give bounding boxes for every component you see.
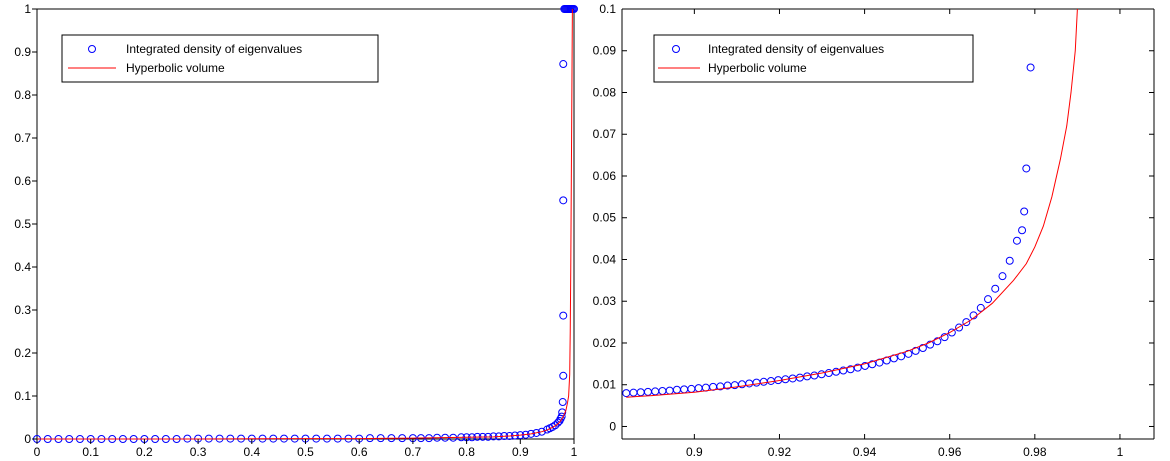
eigenvalue-point <box>911 346 920 355</box>
y-tick-label: 0.07 <box>593 127 617 141</box>
x-tick-label: 0.4 <box>243 445 260 459</box>
x-tick-label: 0.6 <box>351 445 368 459</box>
eigenvalue-point <box>918 343 927 352</box>
axes-frame <box>621 8 1155 440</box>
eigenvalue-point <box>853 363 862 372</box>
legend: Integrated density of eigenvalues Hyperb… <box>61 34 379 83</box>
legend-marker-eigenvalues <box>88 45 96 53</box>
chart-right: 0.9 0.92 0.94 0.96 0.98 1 0 0.01 0.02 0.03 0.04 0.0… <box>593 2 1155 459</box>
eigenvalue-point <box>1020 207 1029 216</box>
legend-label-hyperbolic: Hyperbolic volume <box>126 61 225 75</box>
eigenvalue-point <box>1026 63 1035 72</box>
y-tick-label: 0.7 <box>14 131 31 145</box>
x-tick-label: 0.9 <box>512 445 529 459</box>
x-tick-label: 1 <box>571 445 578 459</box>
y-tick-label: 0.1 <box>599 2 616 16</box>
y-tick-label: 0.05 <box>593 211 617 225</box>
series-marks <box>33 5 578 443</box>
y-tick-label: 0.03 <box>593 294 617 308</box>
eigenvalue-point <box>976 303 985 312</box>
eigenvalue-point <box>1022 164 1031 173</box>
y-tick-label: 0.2 <box>14 346 31 360</box>
x-tick-label: 0.94 <box>853 445 877 459</box>
y-tick-label: 0.02 <box>593 336 617 350</box>
eigenvalue-point <box>537 427 546 436</box>
eigenvalue-point <box>1012 236 1021 245</box>
y-tick-label: 0.3 <box>14 303 31 317</box>
y-tick-label: 1 <box>24 2 31 16</box>
hyperbolic-volume-line <box>626 8 1078 398</box>
y-tick-label: 0.6 <box>14 174 31 188</box>
hyperbolic-volume-line <box>37 8 573 440</box>
legend: Integrated density of eigenvalues Hyperb… <box>653 34 974 83</box>
eigenvalue-point <box>559 60 568 69</box>
x-tick-label: 0.5 <box>297 445 314 459</box>
y-tick-label: 0.08 <box>593 85 617 99</box>
eigenvalue-point <box>926 340 935 349</box>
y-tick-label: 0 <box>24 432 31 446</box>
legend-marker-eigenvalues <box>672 45 680 53</box>
eigenvalue-point <box>984 295 993 304</box>
y-tick-label: 0.09 <box>593 44 617 58</box>
x-tick-label: 0.7 <box>405 445 422 459</box>
legend-label-hyperbolic: Hyperbolic volume <box>708 61 807 75</box>
chart-left: 0 0.1 0.2 0.3 0.4 0.5 0.6 0.7 0.8 0.9 1 0 0.1 0.2 0.3 0… <box>14 2 578 459</box>
eigenvalue-point <box>933 337 942 346</box>
eigenvalue-point <box>570 5 578 13</box>
eigenvalue-point <box>551 421 560 430</box>
x-tick-label: 0.1 <box>82 445 99 459</box>
eigenvalue-point <box>861 361 870 370</box>
series-marks <box>622 8 1078 398</box>
x-tick-label: 0.92 <box>768 445 792 459</box>
legend-label-eigenvalues: Integrated density of eigenvalues <box>708 42 884 56</box>
x-tick-label: 0.9 <box>686 445 703 459</box>
y-tick-label: 0.5 <box>14 217 31 231</box>
eigenvalue-point <box>955 323 964 332</box>
eigenvalue-point <box>947 328 956 337</box>
eigenvalue-point <box>559 371 568 380</box>
tick-marks: 0.9 0.92 0.94 0.96 0.98 1 0 0.01 0.02 0.03 0.04 0.0… <box>593 2 1154 459</box>
y-tick-label: 0.01 <box>593 378 617 392</box>
eigenvalue-point <box>868 360 877 369</box>
x-tick-label: 0.2 <box>136 445 153 459</box>
y-tick-label: 0.4 <box>14 260 31 274</box>
eigenvalue-point <box>846 365 855 374</box>
x-tick-label: 0 <box>34 445 41 459</box>
y-tick-label: 0.06 <box>593 169 617 183</box>
eigenvalue-point <box>1018 226 1027 235</box>
x-tick-label: 0.8 <box>458 445 475 459</box>
eigenvalue-point <box>998 272 1007 281</box>
y-tick-label: 0.04 <box>593 252 617 266</box>
y-tick-label: 0.8 <box>14 88 31 102</box>
y-tick-label: 0.1 <box>14 389 31 403</box>
x-tick-label: 0.96 <box>938 445 962 459</box>
x-tick-label: 1 <box>1117 445 1124 459</box>
eigenvalue-point <box>558 398 567 407</box>
y-tick-label: 0 <box>609 419 616 433</box>
legend-label-eigenvalues: Integrated density of eigenvalues <box>126 42 302 56</box>
eigenvalue-point <box>1005 256 1014 265</box>
eigenvalue-point <box>559 196 568 205</box>
eigenvalue-point <box>558 408 567 417</box>
tick-marks: 0 0.1 0.2 0.3 0.4 0.5 0.6 0.7 0.8 0.9 1 0 0.1 0.2 0.3 0… <box>14 2 577 459</box>
eigenvalue-point <box>962 318 971 327</box>
y-tick-label: 0.9 <box>14 45 31 59</box>
eigenvalue-point <box>559 311 568 320</box>
x-tick-label: 0.98 <box>1023 445 1047 459</box>
eigenvalue-point <box>991 284 1000 293</box>
x-tick-label: 0.3 <box>190 445 207 459</box>
